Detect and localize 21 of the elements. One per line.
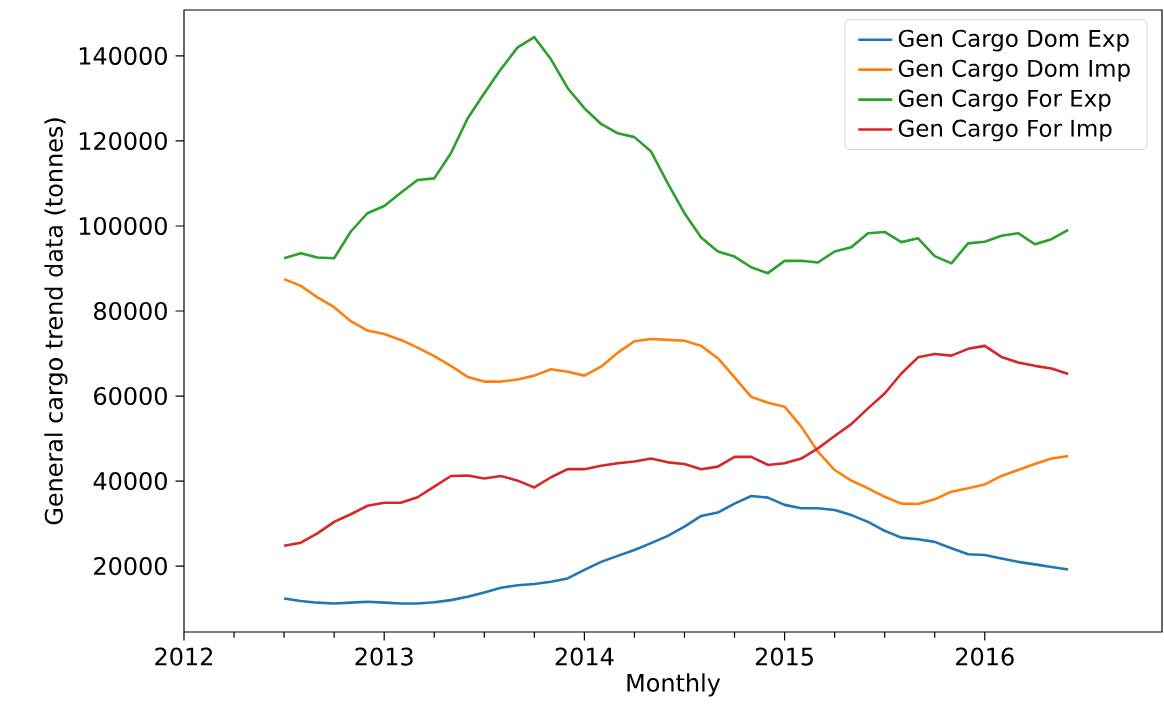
x-tick-label: 2013 xyxy=(355,647,413,666)
line-series xyxy=(282,344,1070,547)
y-axis-title: General cargo trend data (tonnes) xyxy=(44,118,68,525)
legend-label: Gen Cargo Dom Imp xyxy=(898,59,1130,82)
line-series xyxy=(282,494,1070,605)
y-tick-label: 140000 xyxy=(79,46,167,65)
x-tick-label: 2012 xyxy=(155,647,213,666)
legend-label: Gen Cargo For Exp xyxy=(898,89,1111,112)
x-tick-label: 2014 xyxy=(555,647,614,666)
x-axis-title: Monthly xyxy=(627,673,721,697)
x-tick-label: 2015 xyxy=(755,647,813,666)
y-tick-label: 120000 xyxy=(79,131,167,150)
y-tick-label: 100000 xyxy=(79,216,167,236)
y-tick-label: 80000 xyxy=(94,301,167,321)
legend-label: Gen Cargo Dom Exp xyxy=(898,29,1129,52)
y-tick-label: 60000 xyxy=(94,386,167,406)
legend-label: Gen Cargo For Imp xyxy=(898,119,1112,142)
y-tick-label: 20000 xyxy=(94,557,167,576)
y-tick-label: 40000 xyxy=(93,472,167,491)
x-tick-label: 2016 xyxy=(956,647,1014,666)
line-series xyxy=(282,277,1070,506)
